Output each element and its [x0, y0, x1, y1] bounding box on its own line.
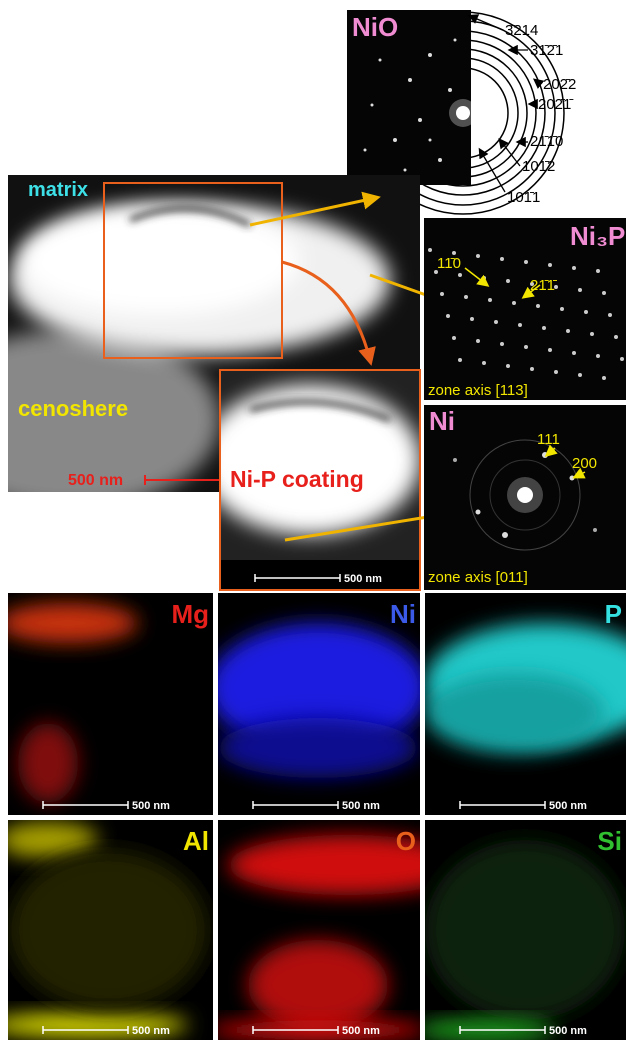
- ring-index: 31̄2̄1: [530, 42, 563, 59]
- spot: [440, 292, 444, 296]
- spot: [596, 269, 600, 273]
- page: NiO 3̄214 31̄2̄1 202̄2 202̄1̄ 21̄1̄0 101…: [0, 0, 626, 1040]
- spot-index: 11̄0: [437, 255, 461, 272]
- element-map: [415, 820, 626, 1040]
- spot: [566, 329, 570, 333]
- scale-bar-label: 500 nm: [549, 800, 587, 812]
- spot: [572, 351, 576, 355]
- ring-index: 101̄2: [522, 158, 555, 175]
- spot: [506, 279, 510, 283]
- spot: [446, 314, 450, 318]
- scale-bar-label: 500 nm: [132, 800, 170, 812]
- element-label: O: [396, 826, 416, 856]
- spot: [602, 291, 606, 295]
- spot: [530, 367, 534, 371]
- spot: [554, 370, 558, 374]
- spot: [458, 273, 462, 277]
- spot: [620, 357, 624, 361]
- spot: [614, 335, 618, 339]
- spot: [542, 326, 546, 330]
- spot: [470, 317, 474, 321]
- scale-bar-label: 500 nm: [342, 1025, 380, 1037]
- spot: [458, 358, 462, 362]
- spot: [428, 248, 432, 252]
- signal: [248, 940, 388, 1030]
- cenosphere-label: cenoshere: [18, 396, 128, 421]
- spot: [500, 342, 504, 346]
- scale-bar-label: 500 nm: [132, 1025, 170, 1037]
- ni3p-label: Ni₃P: [570, 221, 625, 251]
- zone-axis: zone axis [113]: [428, 382, 528, 399]
- element-label: Si: [597, 826, 622, 856]
- spot: [602, 376, 606, 380]
- spot: [590, 332, 594, 336]
- spot: [578, 373, 582, 377]
- ni-label: Ni: [429, 406, 455, 436]
- spot: [512, 301, 516, 305]
- scale-bar-label: 500 nm: [344, 573, 382, 585]
- spot: [464, 295, 468, 299]
- signal: [425, 673, 605, 753]
- spot: [500, 257, 504, 261]
- spot-index: 21̄1̄: [530, 277, 557, 294]
- element-map: [425, 593, 626, 815]
- spot: [572, 266, 576, 270]
- element-label: Mg: [171, 599, 209, 629]
- spot-index: 200: [572, 455, 597, 472]
- scale-bar-label: 500 nm: [68, 472, 123, 489]
- element-label: P: [605, 599, 622, 629]
- spot: [536, 304, 540, 308]
- spot: [524, 260, 528, 264]
- signal: [8, 850, 208, 1010]
- ring-index: 3̄214: [505, 22, 538, 39]
- spot: [506, 364, 510, 368]
- signal: [218, 718, 418, 778]
- element-maps: Mg 500 nm Ni 500 nm P 500 nm Al 500 nm O 500 nm Si…: [0, 593, 626, 1040]
- ring-index: 21̄1̄0: [530, 133, 563, 150]
- zone-axis: zone axis [011]: [428, 569, 528, 586]
- spot-index: 111: [537, 431, 560, 448]
- spot: [560, 307, 564, 311]
- spot: [524, 345, 528, 349]
- spot: [494, 320, 498, 324]
- spot: [548, 263, 552, 267]
- spot: [518, 323, 522, 327]
- signal: [425, 840, 625, 1020]
- spot: [452, 336, 456, 340]
- ring-index: 202̄2: [543, 76, 576, 93]
- spot: [476, 339, 480, 343]
- scale-bar-label: 500 nm: [549, 1025, 587, 1037]
- spot: [596, 354, 600, 358]
- scale-bar-label: 500 nm: [342, 800, 380, 812]
- ring-index: 202̄1̄: [538, 96, 573, 113]
- coating-label: Ni-P coating: [230, 466, 364, 492]
- spot: [476, 254, 480, 258]
- spot: [584, 310, 588, 314]
- spot: [482, 361, 486, 365]
- nio-label: NiO: [352, 12, 398, 42]
- spot: [482, 276, 486, 280]
- spot: [548, 348, 552, 352]
- ring-index: 101̄1: [507, 189, 540, 206]
- spot: [488, 298, 492, 302]
- signal: [0, 603, 138, 643]
- spot: [578, 288, 582, 292]
- element-label: Ni: [390, 599, 416, 629]
- matrix-label: matrix: [28, 179, 88, 201]
- element-label: Al: [183, 826, 209, 856]
- figure: NiO 3̄214 31̄2̄1 202̄2 202̄1̄ 21̄1̄0 101…: [0, 0, 626, 1040]
- element-map: [0, 820, 213, 1040]
- spot: [608, 313, 612, 317]
- signal: [18, 723, 78, 803]
